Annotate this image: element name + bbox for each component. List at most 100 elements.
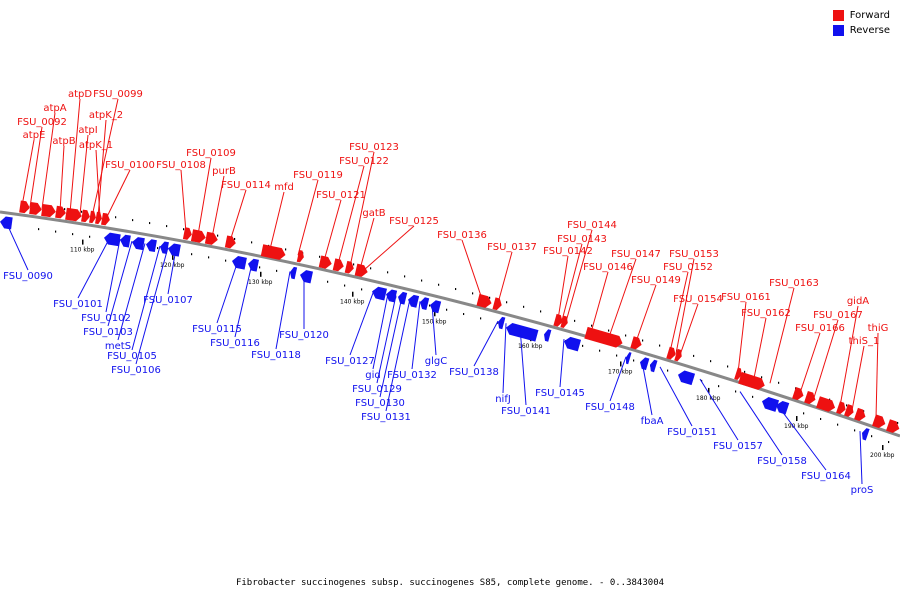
- reverse-gene-arrow: [248, 258, 259, 272]
- leader-line: [211, 175, 225, 238]
- forward-gene-label: FSU_0143: [557, 234, 607, 245]
- minor-tick-lower: [803, 412, 805, 415]
- reverse-gene-arrow: [564, 336, 582, 352]
- leader-line: [641, 361, 653, 416]
- minor-tick-lower: [225, 259, 227, 262]
- leader-line: [337, 165, 365, 265]
- reverse-gene-label: FSU_0158: [757, 456, 807, 467]
- leader-line: [131, 245, 161, 351]
- tick-label: 200 kbp: [870, 452, 895, 459]
- minor-tick-upper: [744, 370, 746, 373]
- reverse-gene-label: FSU_0103: [83, 327, 133, 338]
- leader-line: [323, 199, 342, 262]
- reverse-gene-label: FSU_0157: [713, 441, 763, 452]
- forward-gene-label: FSU_0109: [186, 148, 236, 159]
- reverse-gene-label: fbaA: [641, 416, 664, 427]
- leader-line: [95, 149, 101, 218]
- minor-tick-upper: [846, 404, 848, 407]
- leader-line: [739, 391, 783, 456]
- forward-gene-arrow: [89, 210, 96, 224]
- forward-gene-label: FSU_0092: [17, 117, 67, 128]
- forward-gene-label: FSU_0108: [156, 160, 206, 171]
- leader-line: [275, 271, 291, 350]
- reverse-gene-label: FSU_0130: [355, 398, 405, 409]
- forward-gene-label: atpE: [23, 130, 46, 141]
- major-tick: [260, 271, 262, 277]
- minor-tick-upper: [183, 228, 185, 231]
- reverse-gene-label: FSU_0115: [192, 324, 242, 335]
- leader-line: [699, 378, 739, 441]
- leader-line: [497, 251, 513, 304]
- forward-gene-label: atpD: [68, 89, 92, 100]
- reverse-gene-arrow: [120, 234, 131, 248]
- reverse-swatch-icon: [832, 25, 844, 36]
- reverse-gene-arrow: [776, 400, 790, 415]
- forward-gene-arrow: [872, 414, 886, 428]
- major-tick: [434, 311, 436, 317]
- reverse-gene-label: FSU_0138: [449, 367, 499, 378]
- tick-label: 140 kbp: [340, 299, 365, 306]
- leader-line: [635, 284, 657, 342]
- reverse-gene-arrow: [762, 397, 780, 412]
- major-tick: [620, 361, 622, 367]
- forward-gene-arrow: [854, 407, 866, 421]
- forward-gene-arrow: [492, 297, 502, 311]
- forward-gene-label: FSU_0166: [795, 323, 845, 334]
- forward-gene-arrow: [344, 260, 354, 274]
- leader-line: [349, 151, 375, 267]
- minor-tick-lower: [157, 247, 159, 250]
- leader-line: [851, 345, 865, 411]
- forward-gene-arrow: [354, 263, 368, 277]
- legend-reverse-label: Reverse: [849, 25, 890, 36]
- forward-gene-arrow: [553, 313, 563, 327]
- forward-gene-label: atpK_2: [89, 110, 123, 121]
- tick-label: 150 kbp: [422, 318, 447, 325]
- leader-line: [411, 301, 421, 370]
- major-tick: [796, 416, 798, 422]
- major-tick: [82, 239, 84, 245]
- reverse-gene-label: FSU_0127: [325, 356, 375, 367]
- leader-line: [659, 366, 693, 427]
- leader-line: [5, 221, 29, 271]
- reverse-gene-label: FSU_0131: [361, 412, 411, 423]
- forward-gene-arrow: [182, 227, 192, 240]
- reverse-gene-arrow: [430, 300, 442, 314]
- forward-gene-arrow: [204, 231, 218, 245]
- forward-gene-label: FSU_0162: [741, 308, 791, 319]
- minor-tick-upper: [625, 334, 627, 337]
- minor-tick-upper: [761, 376, 763, 379]
- tick-label: 160 kbp: [518, 343, 543, 350]
- leader-line: [565, 229, 593, 322]
- forward-gene-label: thiS_1: [849, 336, 880, 347]
- leader-line: [379, 296, 403, 398]
- reverse-gene-arrow: [640, 357, 650, 371]
- minor-tick-upper: [897, 421, 899, 424]
- minor-tick-lower: [599, 349, 601, 352]
- leader-line: [69, 98, 81, 214]
- minor-tick-upper: [115, 216, 117, 219]
- forward-gene-label: gatB: [362, 208, 385, 219]
- forward-gene-arrow: [886, 419, 900, 433]
- minor-tick-lower: [854, 429, 856, 432]
- minor-tick-lower: [888, 441, 890, 444]
- reverse-gene-arrow: [232, 256, 247, 270]
- reverse-gene-arrow: [626, 352, 632, 365]
- forward-gene-label: FSU_0121: [316, 190, 366, 201]
- leader-line: [669, 271, 689, 352]
- forward-gene-arrow: [224, 235, 236, 249]
- forward-gene-label: FSU_0114: [221, 180, 271, 191]
- reverse-gene-label: FSU_0090: [3, 271, 53, 282]
- minor-tick-upper: [387, 271, 389, 274]
- reverse-gene-label: FSU_0141: [501, 406, 551, 417]
- forward-gene-arrow: [836, 401, 846, 415]
- minor-tick-upper: [642, 339, 644, 342]
- leader-line: [431, 304, 437, 356]
- minor-tick-upper: [217, 234, 219, 237]
- leader-line: [859, 431, 863, 485]
- forward-gene-arrow: [19, 200, 30, 214]
- leader-line: [609, 258, 637, 335]
- reverse-gene-label: nifJ: [495, 394, 511, 405]
- minor-tick-upper: [285, 248, 287, 251]
- leader-line: [234, 263, 253, 338]
- legend-forward: Forward: [832, 8, 890, 23]
